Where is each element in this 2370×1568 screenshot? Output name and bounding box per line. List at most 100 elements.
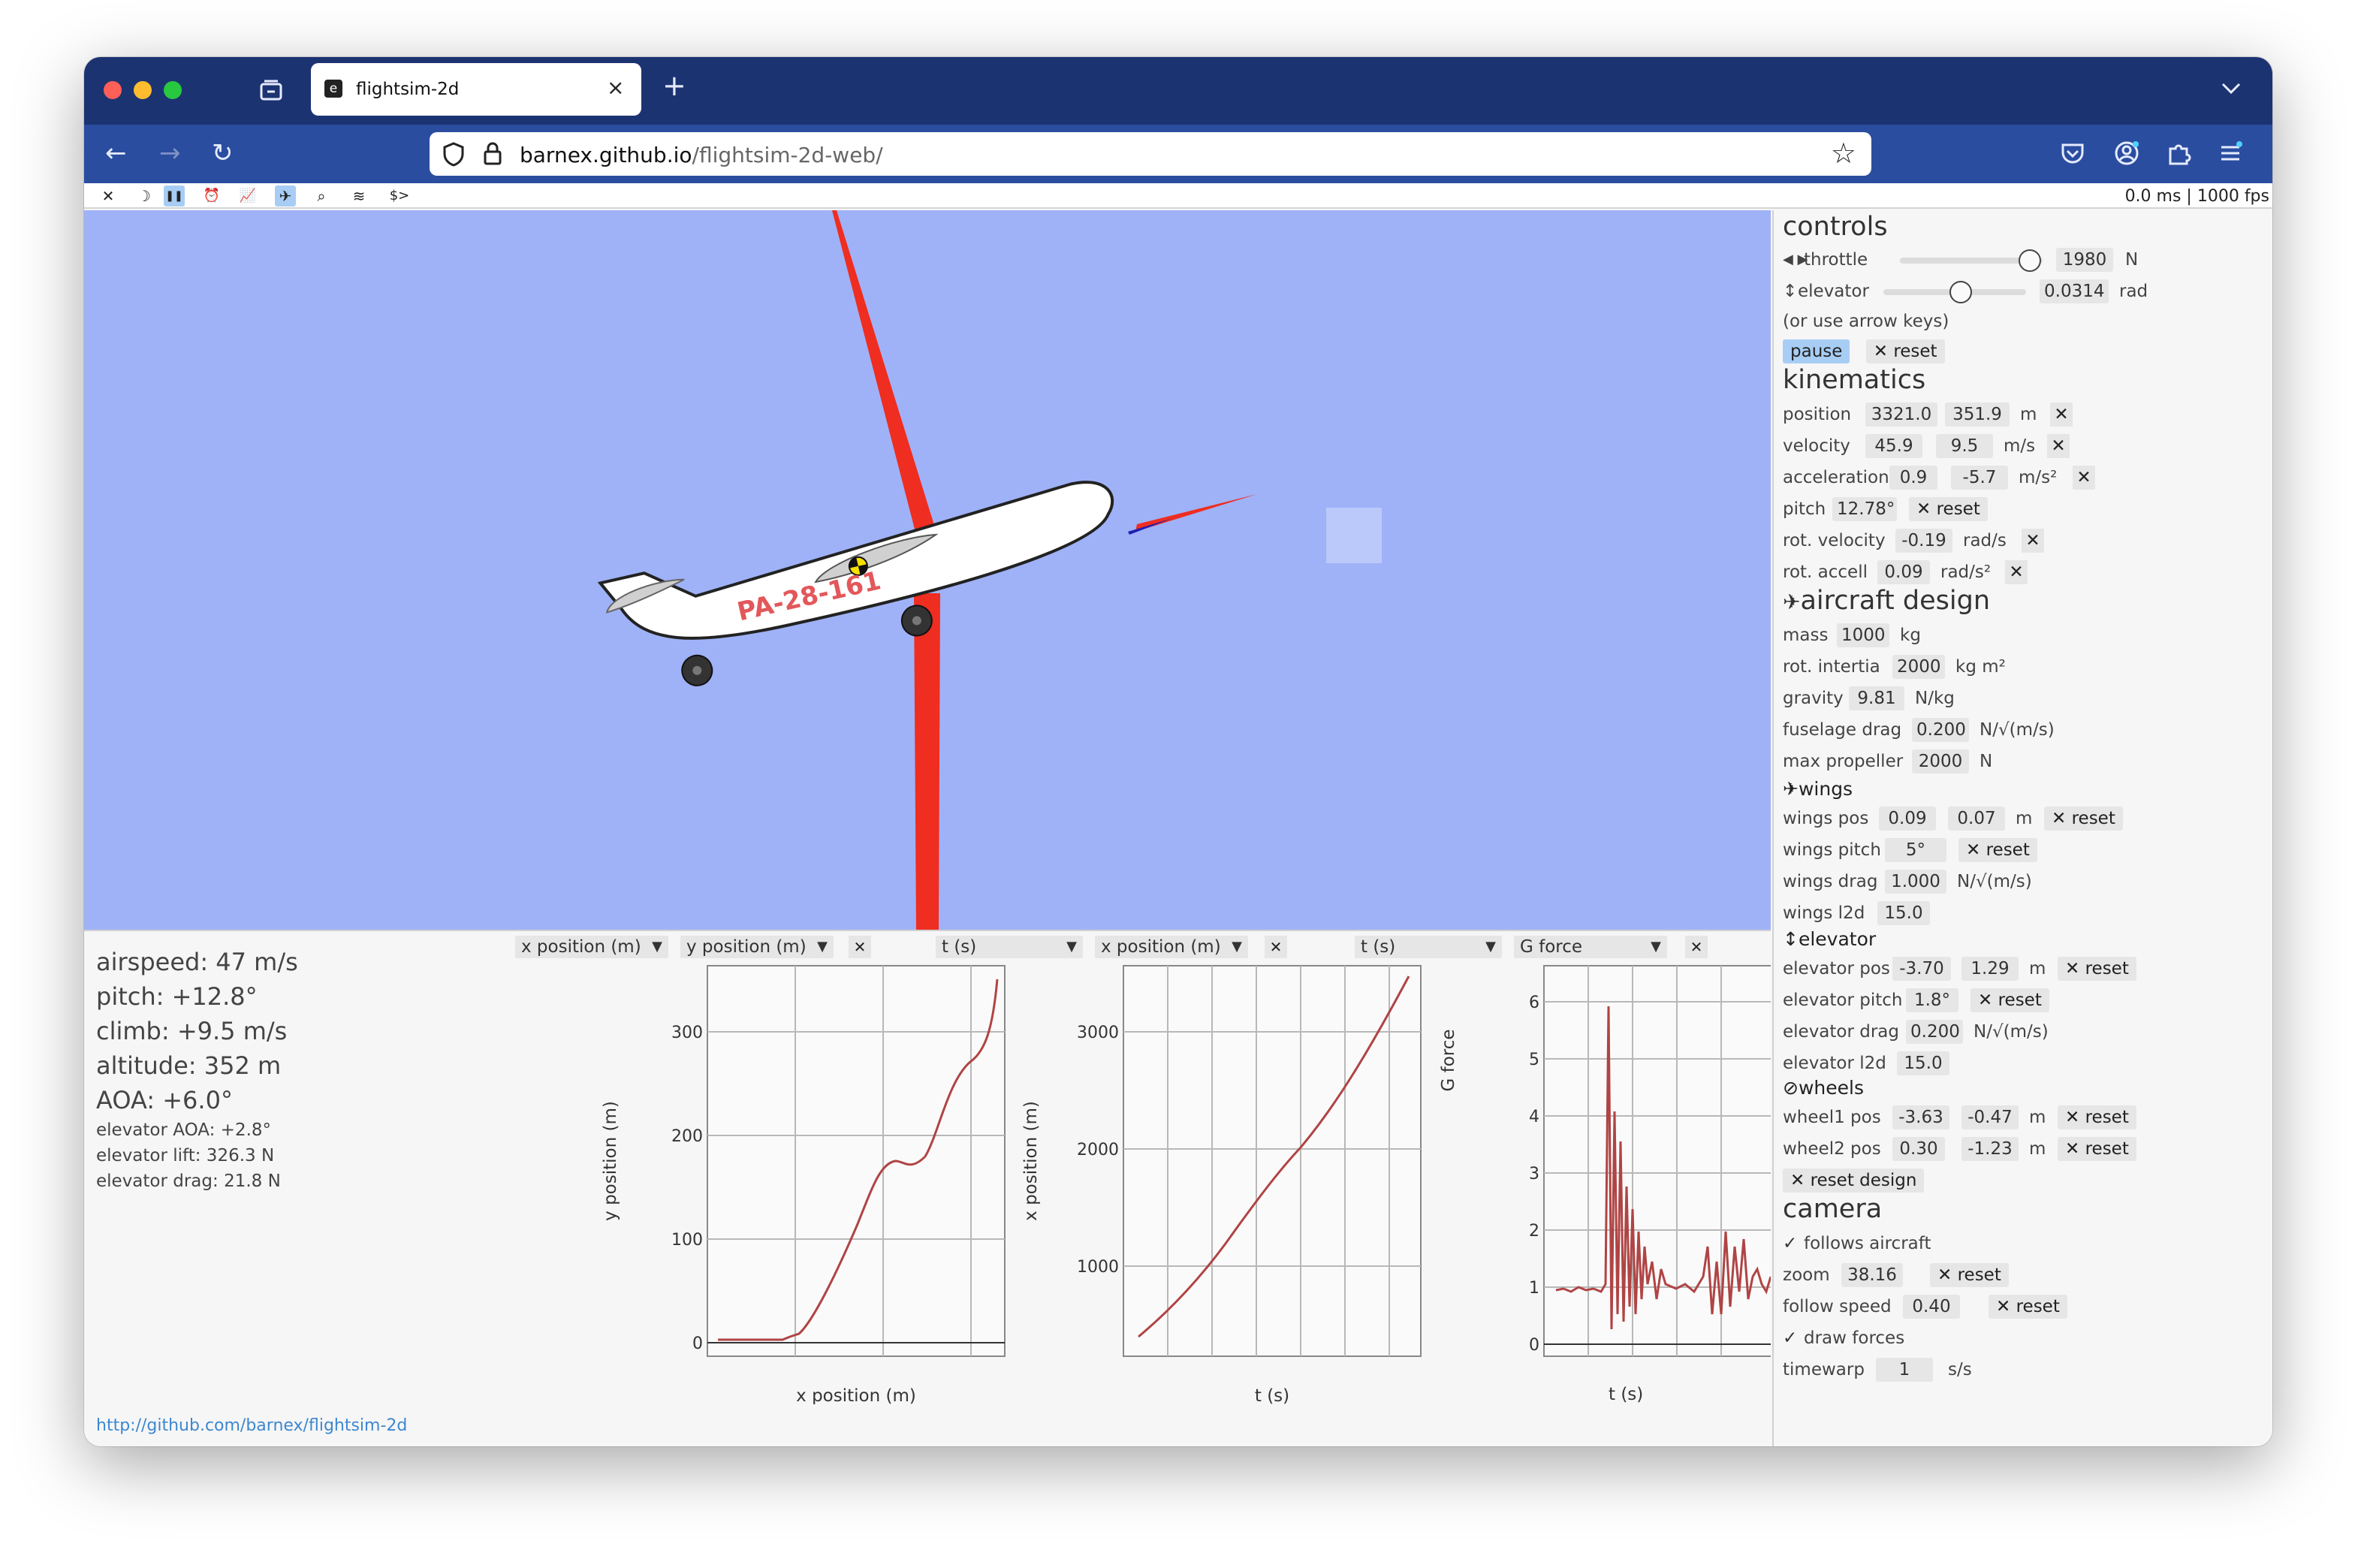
follow-speed-value[interactable]: 0.40 [1903, 1295, 1960, 1319]
acceleration-x-value[interactable]: 0.9 [1889, 466, 1937, 490]
extensions-icon[interactable] [2166, 140, 2193, 167]
plot1-x-select[interactable]: x position (m) ▼ [515, 936, 668, 958]
elevator-value[interactable]: 0.0314 [2040, 279, 2109, 303]
aircraft[interactable]: PA-28-161 [597, 469, 1132, 702]
throttle-slider-thumb[interactable] [2019, 249, 2041, 272]
elevator-drag-value[interactable]: 0.200 [1906, 1020, 1963, 1044]
forward-icon[interactable]: → [159, 138, 181, 168]
close-icon[interactable]: ✕ [101, 187, 115, 205]
zoom-window-button[interactable] [164, 81, 182, 99]
position-x-value[interactable]: 3321.0 [1865, 403, 1937, 427]
throttle-slider[interactable] [1900, 246, 2043, 273]
rot-velocity-reset-button[interactable]: ✕ [2022, 529, 2044, 553]
elevator-pitch-value[interactable]: 1.8° [1906, 988, 1958, 1012]
wheel2-y-value[interactable]: -1.23 [1961, 1137, 2019, 1161]
plot1-y-select[interactable]: y position (m) ▼ [680, 936, 834, 958]
zoom-icon[interactable]: ⌕ [317, 187, 326, 205]
elevator-pos-y-value[interactable]: 1.29 [1961, 957, 2019, 981]
acceleration-reset-button[interactable]: ✕ [2073, 466, 2095, 490]
pause-icon[interactable]: ❚❚ [164, 185, 185, 207]
pause-button[interactable]: pause [1783, 339, 1850, 363]
plot2-close-button[interactable]: ✕ [1265, 936, 1287, 958]
elevator-slider-thumb[interactable] [1949, 281, 1972, 303]
wheel1-y-value[interactable]: -0.47 [1961, 1105, 2019, 1129]
wings-pitch-value[interactable]: 5° [1885, 838, 1946, 862]
clock-icon[interactable]: ⏰ [203, 188, 221, 204]
wings-l2d-value[interactable]: 15.0 [1877, 901, 1930, 925]
chevron-down-icon[interactable] [2220, 81, 2242, 96]
chart-icon[interactable]: 📈 [239, 188, 257, 204]
elevator-pos-reset-button[interactable]: ✕ reset [2058, 957, 2136, 981]
velocity-reset-button[interactable]: ✕ [2047, 434, 2070, 458]
wings-drag-value[interactable]: 1.000 [1885, 870, 1946, 894]
velocity-x-value[interactable]: 45.9 [1865, 434, 1922, 458]
elevator-pitch-reset-button[interactable]: ✕ reset [1970, 988, 2049, 1012]
acceleration-y-value[interactable]: -5.7 [1951, 466, 2008, 490]
new-tab-icon[interactable]: + [662, 69, 686, 102]
wings-pos-x-value[interactable]: 0.09 [1879, 807, 1936, 831]
max-propeller-value[interactable]: 2000 [1912, 749, 1969, 773]
star-icon[interactable]: ☆ [1830, 137, 1856, 170]
timewarp-value[interactable]: 1 [1876, 1358, 1933, 1382]
wheel1-reset-button[interactable]: ✕ reset [2058, 1105, 2136, 1129]
wheel2-reset-button[interactable]: ✕ reset [2058, 1137, 2136, 1161]
pocket-icon[interactable] [2059, 140, 2086, 167]
mass-value[interactable]: 1000 [1837, 623, 1889, 647]
layers-icon[interactable]: ≋ [352, 187, 366, 205]
back-icon[interactable]: ← [105, 138, 127, 168]
sim-viewport[interactable]: PA-28-161 [84, 210, 1771, 930]
shield-icon[interactable] [442, 141, 466, 167]
aircraft-icon[interactable]: ✈ [275, 185, 296, 207]
pitch-value[interactable]: 12.78° [1832, 497, 1897, 521]
follows-aircraft-row[interactable]: ✓ follows aircraft [1783, 1230, 1931, 1257]
close-window-button[interactable] [104, 81, 122, 99]
checkmark-icon[interactable]: ✓ [1783, 1234, 1798, 1253]
plot3-y-select[interactable]: G force ▼ [1514, 936, 1667, 958]
plot2-y-select[interactable]: x position (m) ▼ [1095, 936, 1248, 958]
position-reset-button[interactable]: ✕ [2050, 403, 2073, 427]
wings-pitch-reset-button[interactable]: ✕ reset [1958, 838, 2037, 862]
plot3-close-button[interactable]: ✕ [1685, 936, 1708, 958]
night-mode-icon[interactable]: ☽ [137, 187, 151, 205]
rot-accel-reset-button[interactable]: ✕ [2005, 560, 2028, 584]
plot1-close-button[interactable]: ✕ [849, 936, 871, 958]
fuselage-drag-value[interactable]: 0.200 [1912, 718, 1969, 742]
lock-icon[interactable] [482, 141, 503, 167]
github-link[interactable]: http://github.com/barnex/flightsim-2d [96, 1416, 408, 1435]
zoom-reset-button[interactable]: ✕ reset [1930, 1263, 2009, 1287]
reload-icon[interactable]: ↻ [212, 138, 234, 168]
gravity-value[interactable]: 9.81 [1849, 686, 1904, 710]
reset-design-button[interactable]: ✕ reset design [1783, 1168, 1925, 1193]
controls-reset-button[interactable]: ✕ reset [1865, 339, 1945, 363]
checkmark-icon[interactable]: ✓ [1783, 1328, 1798, 1348]
elevator-slider[interactable] [1883, 278, 2026, 305]
menu-icon[interactable] [2217, 140, 2244, 167]
pitch-reset-button[interactable]: ✕ reset [1909, 497, 1988, 521]
url-bar[interactable]: barnex.github.io/flightsim-2d-web/ ☆ [430, 132, 1871, 176]
minimize-window-button[interactable] [134, 81, 152, 99]
zoom-value[interactable]: 38.16 [1841, 1263, 1903, 1287]
console-icon[interactable]: $> [389, 188, 410, 204]
aircraft-icon: ✈ [1783, 590, 1801, 614]
position-y-value[interactable]: 351.9 [1945, 403, 2010, 427]
wings-pos-reset-button[interactable]: ✕ reset [2044, 807, 2123, 831]
wings-pos-y-value[interactable]: 0.07 [1948, 807, 2005, 831]
wheel2-x-value[interactable]: 0.30 [1892, 1137, 1945, 1161]
tab-overview-icon[interactable] [258, 78, 284, 104]
account-icon[interactable] [2113, 140, 2140, 167]
elevator-pos-x-value[interactable]: -3.70 [1892, 957, 1951, 981]
follow-speed-reset-button[interactable]: ✕ reset [1989, 1295, 2067, 1319]
plot-y-vs-x: 0 100 200 300 x position (m) y position … [601, 965, 1006, 1404]
plot3-x-select[interactable]: t (s) ▼ [1355, 936, 1502, 958]
elevator-l2d-value[interactable]: 15.0 [1897, 1051, 1949, 1075]
wheel1-x-value[interactable]: -3.63 [1892, 1105, 1949, 1129]
rot-accel-value[interactable]: 0.09 [1877, 560, 1930, 584]
plot2-x-select[interactable]: t (s) ▼ [936, 936, 1083, 958]
inertia-value[interactable]: 2000 [1892, 655, 1945, 679]
velocity-y-value[interactable]: 9.5 [1936, 434, 1993, 458]
rot-velocity-value[interactable]: -0.19 [1895, 529, 1952, 553]
draw-forces-row[interactable]: ✓ draw forces [1783, 1325, 1904, 1352]
throttle-value[interactable]: 1980 [2056, 248, 2113, 272]
tab-flightsim[interactable]: e flightsim-2d × [311, 63, 641, 116]
tab-close-icon[interactable]: × [607, 75, 625, 100]
